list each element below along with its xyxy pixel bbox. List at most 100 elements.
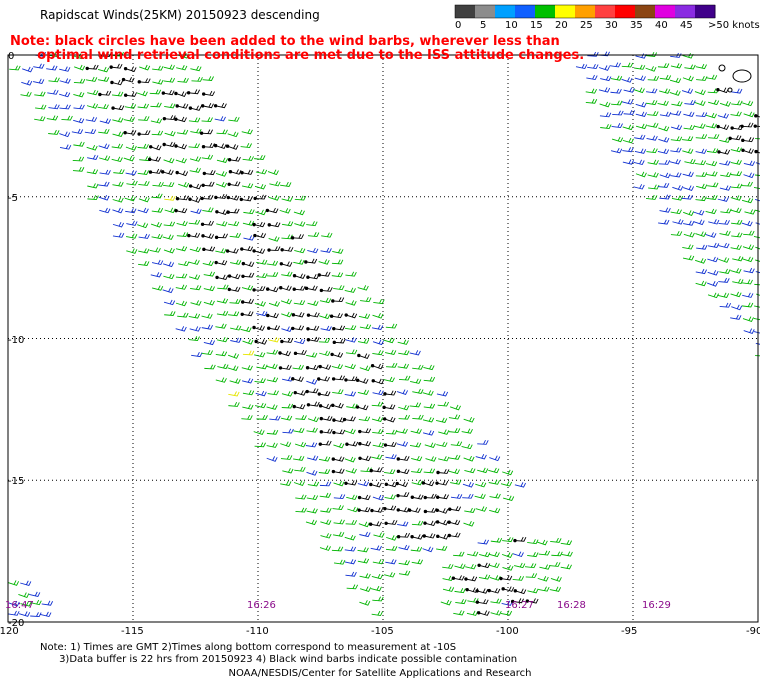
contamination-dot [318, 404, 323, 408]
wind-barb [241, 285, 254, 291]
wind-barb [215, 193, 228, 199]
wind-barb [306, 427, 318, 433]
wind-barb [293, 427, 305, 433]
wind-barb [41, 600, 54, 606]
wind-barb [203, 181, 215, 187]
wind-barb [188, 117, 201, 123]
wind-barb [137, 169, 150, 175]
wind-barb [294, 195, 307, 201]
wind-barb [515, 588, 527, 595]
contamination-dot [332, 418, 336, 422]
contamination-dot [422, 534, 426, 538]
wind-barb [633, 87, 645, 94]
wind-barb [126, 248, 138, 254]
wind-barb [587, 63, 599, 70]
wind-barb [268, 236, 280, 242]
wind-barb [398, 350, 410, 356]
contamination-dot [214, 260, 218, 265]
wind-barb [730, 268, 742, 274]
wind-barb [436, 545, 448, 551]
wind-barb [647, 111, 659, 117]
wind-barb [672, 219, 684, 225]
wind-barb [670, 63, 683, 69]
footnote-line-2: 3)Data buffer is 22 hrs from 20150923 4)… [40, 654, 518, 665]
wind-barb [295, 507, 307, 513]
wind-barb [162, 261, 175, 268]
wind-barb [707, 134, 720, 139]
wind-barb [215, 323, 227, 329]
wind-barb [307, 247, 319, 254]
wind-barb [305, 258, 318, 264]
contamination-dot [319, 430, 324, 434]
wind-barb [718, 219, 730, 225]
wind-barb [203, 285, 216, 292]
wind-barb [717, 292, 730, 298]
wind-barb [307, 325, 320, 331]
wind-barb [425, 507, 437, 513]
wind-barb [111, 156, 123, 163]
wind-barb [357, 378, 369, 384]
wind-barb [647, 75, 660, 81]
wind-barb [229, 232, 241, 238]
wind-barb [385, 545, 398, 551]
wind-barb [61, 115, 73, 121]
wind-barb [610, 147, 623, 154]
contamination-dot [475, 589, 479, 593]
wind-barb [188, 219, 201, 225]
wind-barb [449, 454, 461, 460]
wind-barb [308, 401, 320, 407]
wind-barb [706, 194, 718, 200]
wind-barb [242, 404, 254, 410]
wind-barb [397, 339, 409, 345]
contamination-dot [423, 495, 427, 500]
wind-barb [152, 181, 164, 187]
wind-barb [308, 312, 320, 318]
wind-barb [204, 170, 216, 176]
wind-barb [162, 234, 174, 240]
wind-barb [462, 493, 474, 499]
wind-barb [527, 598, 539, 604]
wind-barb [633, 184, 645, 190]
wind-barb [100, 52, 112, 58]
wind-barb [385, 323, 398, 329]
wind-barb [344, 559, 357, 565]
wind-barb [267, 207, 279, 214]
contamination-dot [279, 262, 284, 266]
contamination-dot [384, 482, 389, 487]
contamination-dot [754, 149, 758, 154]
wind-barb [204, 364, 216, 370]
wind-barb [202, 102, 214, 109]
contamination-dot [435, 520, 440, 524]
wind-barb [693, 209, 705, 216]
wind-barb [612, 110, 624, 116]
contamination-dot [370, 508, 374, 513]
wind-barb [385, 349, 397, 355]
wind-barb [635, 53, 647, 59]
wind-barb [280, 298, 292, 305]
wind-barb [695, 268, 708, 275]
wind-barb [527, 539, 539, 545]
contamination-dot [228, 170, 233, 174]
wind-barb [150, 118, 163, 124]
wind-barb [48, 104, 60, 110]
wind-barb [241, 183, 254, 189]
wind-barb [397, 481, 409, 488]
wind-barb [357, 389, 370, 395]
wind-barb [188, 143, 200, 149]
wind-barb [59, 91, 71, 98]
x-tick-label: -90 [746, 626, 760, 637]
wind-barb [332, 531, 345, 537]
wind-barb [646, 135, 658, 141]
wind-barb [561, 551, 573, 557]
colorbar-label: 10 [505, 20, 518, 31]
note-line-2: optimal wind retrieval conditions are me… [10, 48, 585, 63]
wind-barb [423, 364, 435, 371]
colorbar-label: 35 [630, 20, 643, 31]
wind-barb [125, 233, 138, 239]
wind-barb [8, 610, 20, 616]
wind-barb [216, 259, 228, 266]
wind-barb [333, 559, 346, 565]
wind-barb [163, 90, 175, 96]
wind-barb [611, 123, 623, 129]
contamination-dot [305, 366, 310, 370]
